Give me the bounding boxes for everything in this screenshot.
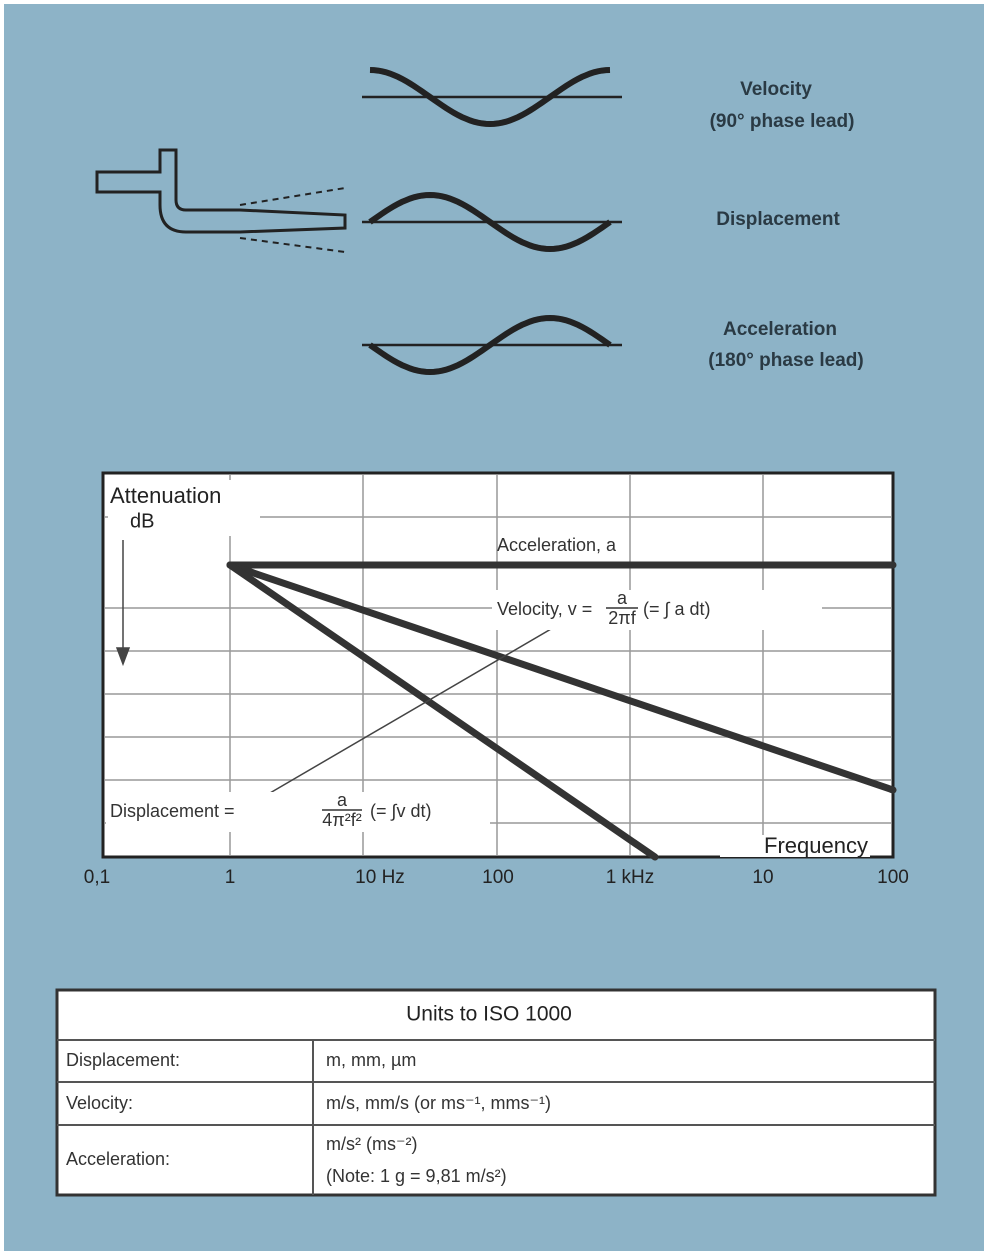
wave-label: Velocity [740,79,812,100]
label-bg [720,835,870,857]
leaders [115,540,576,801]
line-note: (= ∫ a dt) [643,599,710,619]
label-bg [108,480,260,536]
label-bg [106,792,490,832]
line-label: Velocity, v = [497,599,592,619]
x-axis-label: Frequency [764,833,868,858]
x-tick-label: 10 Hz [355,867,405,888]
fraction-bottom: 2πf [608,608,636,628]
table-cell: (Note: 1 g = 9,81 m/s²) [326,1166,507,1186]
table-cell: Displacement: [66,1050,180,1070]
waveform [369,67,611,128]
table-cell: m, mm, µm [326,1050,416,1070]
x-tick-label: 100 [482,867,514,888]
x-tick-label: 100 [877,867,909,888]
wave-note: (180° phase lead) [708,350,863,371]
line-label: Displacement = [110,801,235,821]
line-label: Acceleration, a [497,535,617,555]
y-axis-unit: dB [130,510,154,532]
y-axis-label: Attenuation [110,483,221,508]
units-table [55,988,937,1197]
fraction-top: a [337,790,348,810]
table-cell: m/s, mm/s (or ms⁻¹, mms⁻¹) [326,1093,551,1113]
x-tick-label: 10 [752,867,773,888]
x-tick-label: 0,1 [84,867,110,888]
table-cell: m/s² (ms⁻²) [326,1134,417,1154]
response-lines [226,561,897,861]
waveform [368,314,612,376]
x-ticks: 0,1 1 10 Hz 100 1 kHz 10 100 [84,867,909,888]
wave-label: Acceleration [723,319,837,340]
line-note: (= ∫v dt) [370,801,431,821]
fraction-bottom: 4π²f² [322,810,361,830]
sensor [95,148,347,253]
table-cell: Velocity: [66,1093,133,1113]
table-rules [57,1039,935,1195]
wave-label: Displacement [716,209,840,230]
label-bg [492,590,822,630]
x-tick-label: 1 [225,867,236,888]
waves [362,67,622,376]
table-cell: Acceleration: [66,1149,170,1169]
fraction-top: a [617,588,628,608]
table-title: Units to ISO 1000 [406,1003,572,1026]
x-tick-label: 1 kHz [606,867,655,888]
waveform [368,191,612,253]
wave-note: (90° phase lead) [710,111,855,132]
